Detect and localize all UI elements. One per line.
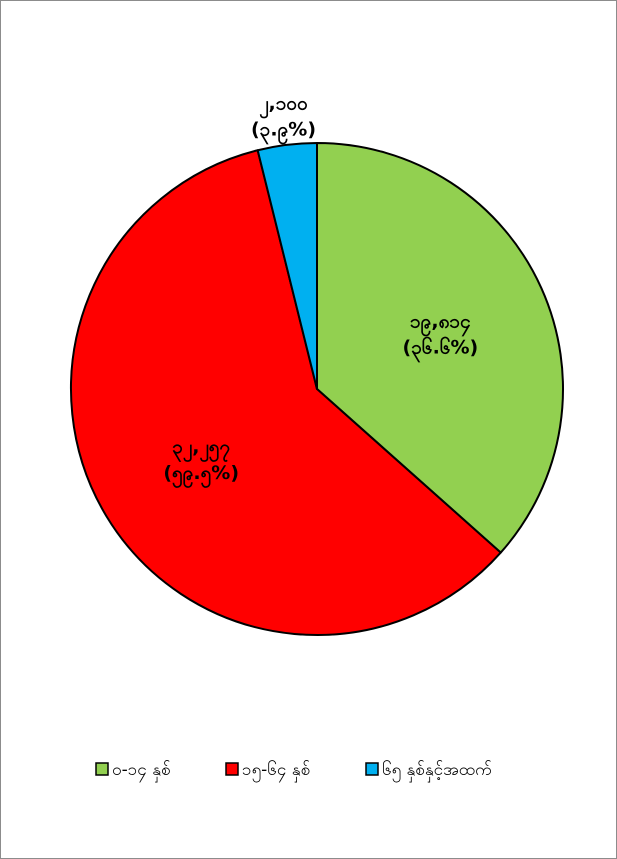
chart-legend: ၀-၁၄ နှစ် ၁၅-၆၄ နှစ် ၆၅ နှစ်နှင့်အထက်	[95, 759, 492, 783]
pie-slice	[256, 142, 318, 390]
legend-swatch	[225, 762, 239, 776]
pie-slice	[316, 142, 564, 554]
slice-value-label: ၂,၁၀၀	[259, 93, 308, 120]
legend-label: ၆၅ နှစ်နှင့်အထက်	[382, 759, 492, 783]
legend-label: ၁၅-၆၄ နှစ်	[242, 759, 310, 783]
slice-percent-label: (၃.၉%)	[251, 119, 316, 146]
legend-swatch	[95, 762, 109, 776]
pie-data-labels: ၁၉,၈၁၄(၃၆.၆%)၃၂,၂၅၇(၅၉.၅%)၂,၁၀၀(၃.၉%)	[163, 93, 478, 490]
pie-slices	[70, 142, 564, 636]
legend-swatch	[365, 762, 379, 776]
legend-label: ၀-၁၄ နှစ်	[112, 760, 171, 783]
pie-slice	[70, 149, 502, 636]
